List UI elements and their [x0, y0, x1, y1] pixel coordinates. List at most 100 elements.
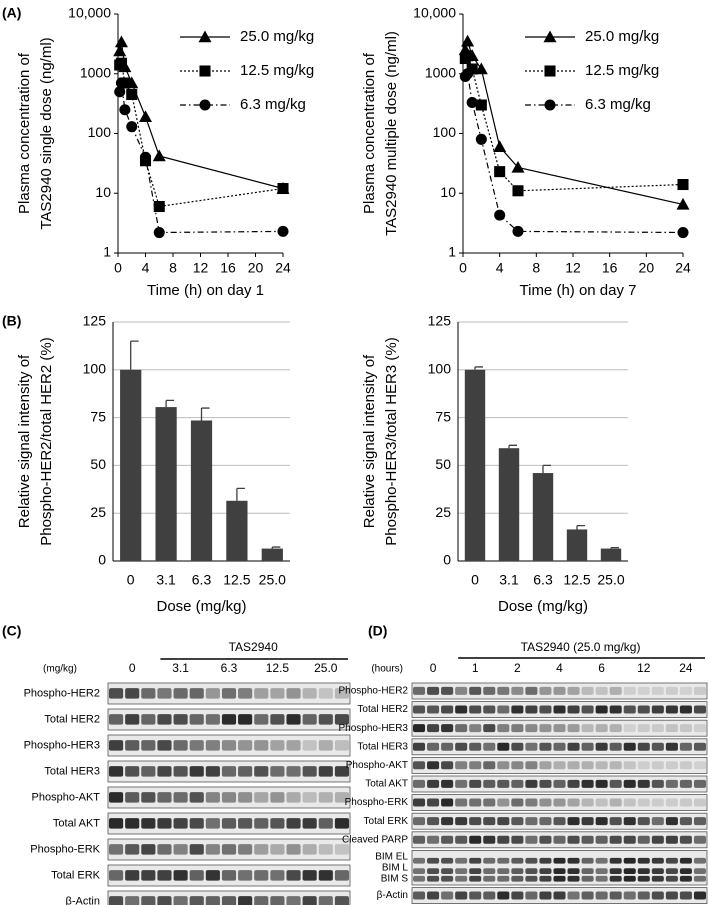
blot-band	[254, 714, 269, 725]
blot-band	[455, 868, 468, 874]
blot-band	[595, 779, 608, 788]
blot-band	[525, 868, 538, 874]
blot-band	[205, 740, 220, 751]
blot-band	[525, 875, 538, 882]
blot-band	[539, 761, 552, 770]
bar	[226, 500, 248, 561]
error-bar	[236, 487, 245, 501]
row-label: Total HER2	[44, 713, 100, 725]
marker	[494, 166, 506, 178]
blot-band	[637, 891, 650, 900]
marker	[139, 151, 152, 163]
blot-band	[553, 705, 566, 714]
blot-band	[413, 891, 426, 900]
blot-band	[609, 868, 622, 874]
blot-band	[173, 792, 188, 803]
blot-band	[302, 740, 317, 751]
blot-band	[679, 724, 692, 733]
blot-band	[221, 792, 237, 803]
x-axis-label: Dose (mg/kg)	[498, 598, 588, 615]
blot-band	[286, 714, 301, 725]
blot-band	[125, 844, 140, 855]
blot-band	[665, 891, 678, 900]
x-tick-label: 12	[193, 260, 209, 276]
row-label: Total HER3	[357, 741, 408, 752]
marker	[199, 65, 211, 77]
blot-band	[581, 705, 594, 714]
y-tick-label: 50	[90, 456, 106, 472]
y-axis-label: Phospho-HER2/total HER2 (%)	[38, 337, 55, 545]
blot-band	[221, 740, 237, 751]
blot-band	[469, 798, 482, 807]
marker	[126, 121, 138, 133]
blot-band	[157, 870, 172, 881]
blot-band	[483, 724, 496, 733]
blot-band	[455, 835, 468, 844]
blot-band	[553, 742, 566, 751]
blot-band	[553, 875, 566, 882]
blot-band	[270, 740, 285, 751]
blot-band	[679, 875, 692, 882]
error-bar	[165, 399, 175, 408]
blot-band	[469, 686, 482, 695]
blot-treatment: TAS2940	[229, 640, 278, 654]
blot-band	[567, 798, 580, 807]
lane-label: 2	[514, 661, 521, 675]
marker	[493, 140, 507, 152]
blot-band	[567, 724, 580, 733]
blot-band	[221, 766, 237, 777]
blot-band	[679, 742, 692, 751]
marker	[677, 178, 689, 191]
blot-band	[302, 792, 317, 803]
blot-band	[455, 705, 468, 714]
blot-band	[109, 870, 124, 881]
blot-band	[413, 779, 426, 788]
y-axis-label: Plasma concentration of	[16, 52, 33, 214]
blot-band	[141, 766, 156, 777]
blot-band	[125, 792, 140, 803]
error-bar	[200, 407, 210, 421]
marker	[512, 185, 524, 197]
y-tick-label: 0	[98, 552, 106, 568]
blot-band	[637, 857, 650, 864]
blot-band	[221, 688, 237, 699]
blot-band	[270, 870, 285, 881]
blot-band	[455, 891, 468, 900]
x-tick-label: 25.0	[597, 572, 624, 588]
blot-band	[693, 875, 706, 882]
blot-band	[413, 686, 426, 695]
blot-band	[254, 818, 269, 829]
y-axis-label: Plasma concentration of	[361, 52, 378, 214]
blot-band	[173, 766, 188, 777]
blot-band	[469, 724, 482, 733]
series-line	[119, 61, 284, 208]
blot-band	[469, 868, 482, 874]
row-label: Total ERK	[51, 869, 101, 881]
blot-band	[413, 868, 426, 874]
y-axis-label: TAS2940 multiple dose (ng/ml)	[383, 31, 400, 236]
blot-band	[637, 835, 650, 844]
blot-band	[125, 766, 140, 777]
blot-band	[553, 891, 566, 900]
blot-band	[623, 724, 636, 733]
blot-band	[109, 766, 124, 777]
blot-band	[553, 817, 566, 826]
blot-band	[157, 896, 172, 905]
blot-band	[427, 817, 440, 826]
blot-band	[270, 766, 285, 777]
row-label: Phospho-HER2	[24, 687, 100, 699]
blot-band	[609, 686, 622, 695]
panel-label: (D)	[368, 623, 387, 639]
blot-band	[651, 724, 664, 733]
blot-band	[497, 891, 510, 900]
marker	[511, 160, 525, 173]
y-tick-label: 10,000	[68, 5, 111, 21]
x-tick-label: 3.1	[156, 572, 176, 588]
blot-band	[469, 705, 482, 714]
blot-band	[427, 868, 440, 874]
blot-band	[270, 896, 285, 905]
blot-band	[238, 714, 253, 725]
blot-band	[651, 742, 664, 751]
blot-band	[539, 686, 552, 695]
blot-band	[567, 857, 580, 864]
